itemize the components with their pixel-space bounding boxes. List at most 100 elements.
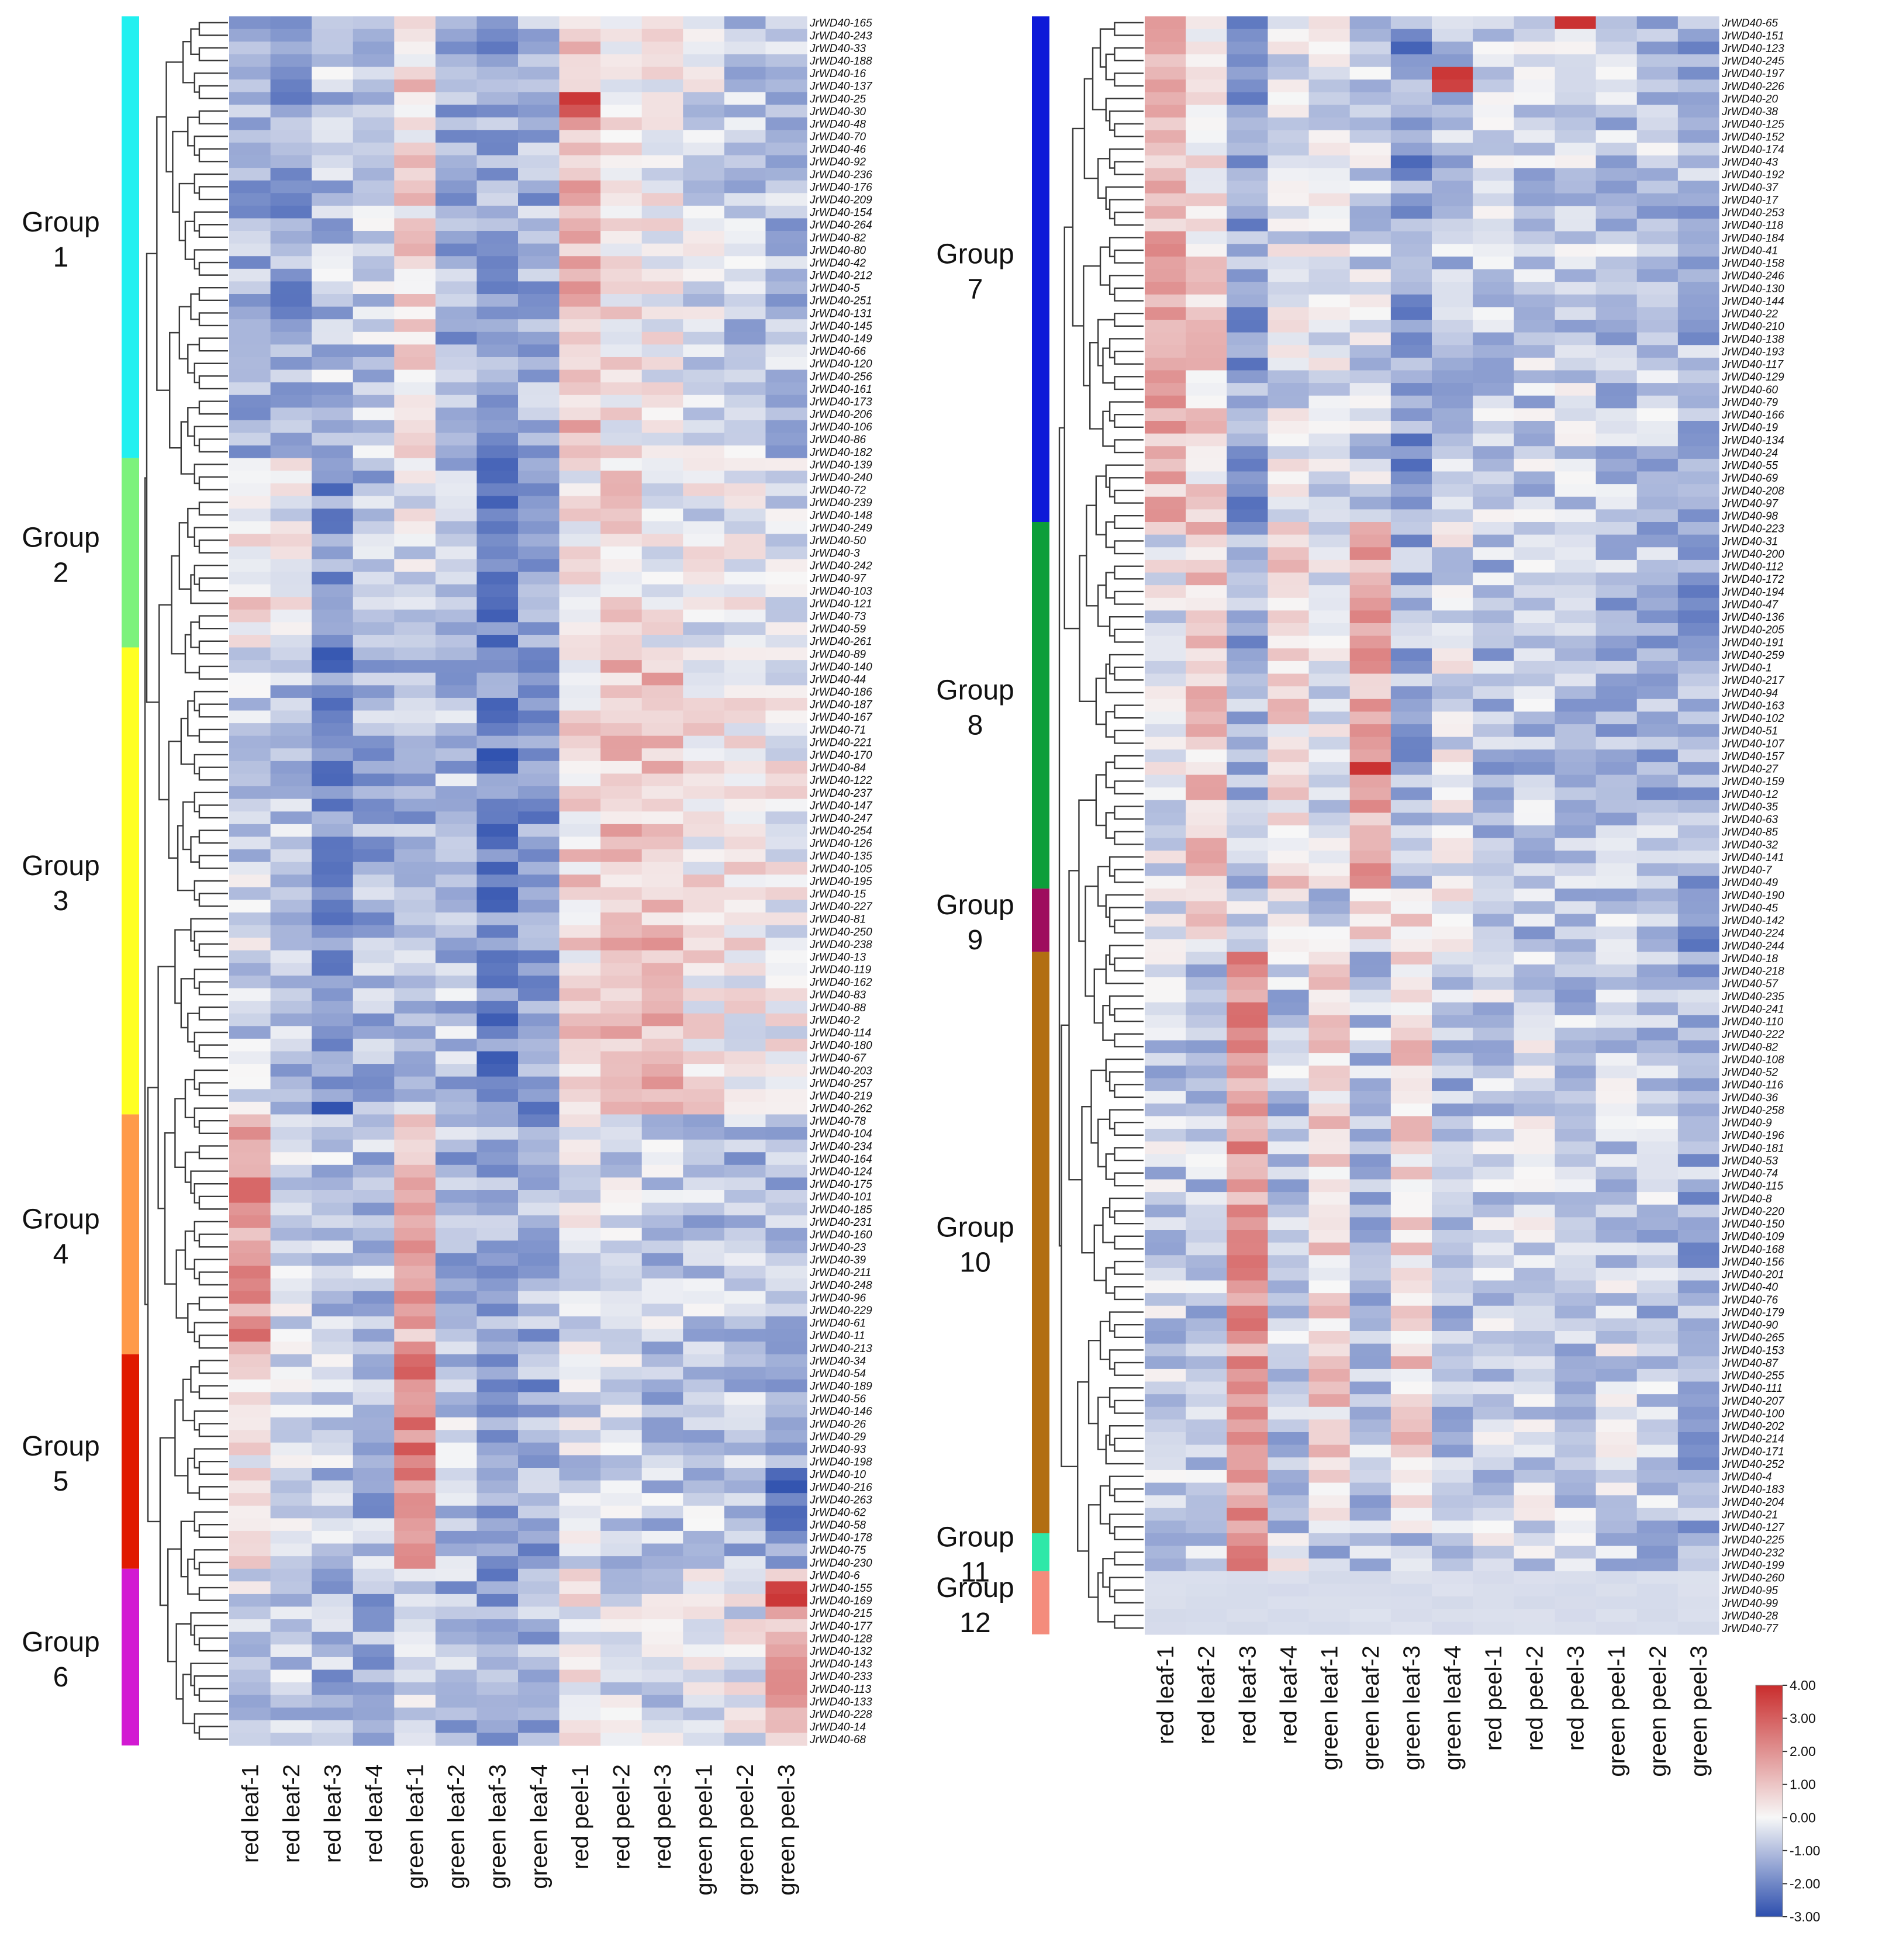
heatmap-cell <box>394 546 436 560</box>
heatmap-cell <box>559 798 601 812</box>
heatmap-cell <box>270 685 312 699</box>
heatmap-cell <box>683 231 725 244</box>
heatmap-cell <box>270 130 312 143</box>
heatmap-cell <box>559 748 601 762</box>
heatmap-cell <box>229 67 271 80</box>
heatmap-cell <box>394 584 436 597</box>
gene-label: JrWD40-115 <box>1721 1180 1784 1192</box>
heatmap-cell <box>724 1593 766 1608</box>
gene-label: JrWD40-213 <box>809 1343 872 1355</box>
heatmap-cell <box>1390 1015 1432 1028</box>
heatmap-cell <box>518 168 560 181</box>
heatmap-cell <box>312 155 354 168</box>
heatmap-cell <box>435 382 478 396</box>
heatmap-cell <box>476 1695 519 1708</box>
heatmap-cell <box>1186 1002 1227 1015</box>
heatmap-cell <box>1186 1293 1227 1306</box>
heatmap-cell <box>1636 1609 1679 1622</box>
heatmap-cell <box>435 1568 478 1582</box>
heatmap-cell <box>1186 219 1227 232</box>
heatmap-cell <box>641 1493 683 1506</box>
heatmap-cell <box>1349 1558 1391 1572</box>
heatmap-cell <box>724 193 766 206</box>
heatmap-cell <box>518 660 560 673</box>
heatmap-cell <box>476 92 519 105</box>
heatmap-cell <box>641 496 683 509</box>
heatmap-cell <box>1390 357 1432 371</box>
heatmap-cell <box>641 1606 683 1620</box>
heatmap-cell <box>1349 775 1391 788</box>
heatmap-cell <box>559 1266 601 1279</box>
heatmap-cell <box>1636 787 1679 801</box>
heatmap-cell <box>312 1505 354 1519</box>
heatmap-cell <box>1145 67 1186 80</box>
heatmap-cell <box>1186 1141 1227 1154</box>
heatmap-cell <box>1186 509 1227 523</box>
heatmap-cell <box>765 1076 807 1090</box>
heatmap-cell <box>1432 1154 1473 1167</box>
heatmap-cell <box>1308 851 1351 864</box>
heatmap-cell <box>559 874 601 888</box>
heatmap-cell <box>1268 597 1310 611</box>
heatmap-cell <box>1308 737 1351 750</box>
heatmap-cell <box>1308 383 1351 396</box>
heatmap-cell <box>353 647 395 661</box>
heatmap-cell <box>724 1467 766 1481</box>
heatmap-cell <box>312 900 354 913</box>
heatmap-cell <box>394 395 436 408</box>
heatmap-cell <box>435 1190 478 1204</box>
heatmap-cell <box>1349 990 1391 1003</box>
heatmap-cell <box>1390 206 1432 219</box>
heatmap-cell <box>270 1215 312 1229</box>
heatmap-cell <box>1555 914 1597 927</box>
heatmap-cell <box>435 1076 478 1090</box>
heatmap-cell <box>1186 1343 1227 1357</box>
heatmap-cell <box>1432 1584 1473 1597</box>
heatmap-cell <box>1514 282 1556 295</box>
heatmap-cell <box>1677 724 1719 738</box>
gene-label: JrWD40-170 <box>809 749 872 762</box>
heatmap-cell <box>1390 775 1432 788</box>
gene-label: JrWD40-75 <box>809 1544 866 1557</box>
heatmap-cell <box>1145 572 1186 586</box>
heatmap-cell <box>1390 421 1432 434</box>
heatmap-cell <box>1349 1432 1391 1446</box>
heatmap-cell <box>1514 1381 1556 1395</box>
heatmap-cell <box>1145 92 1186 105</box>
heatmap-cell <box>1514 168 1556 181</box>
heatmap-cell <box>229 1669 271 1683</box>
heatmap-cell <box>724 1733 766 1746</box>
heatmap-cell <box>1636 711 1679 725</box>
heatmap-cell <box>724 1455 766 1468</box>
group-color-bar <box>1032 889 1049 952</box>
heatmap-cell <box>1390 79 1432 93</box>
heatmap-cell <box>1390 294 1432 307</box>
heatmap-cell <box>600 142 643 156</box>
heatmap-cell <box>476 1114 519 1128</box>
heatmap-cell <box>312 1278 354 1292</box>
heatmap-cell <box>229 912 271 926</box>
heatmap-cell <box>641 1695 683 1708</box>
heatmap-cell <box>476 697 519 711</box>
heatmap-cell <box>724 1001 766 1014</box>
heatmap-cell <box>559 849 601 863</box>
heatmap-cell <box>1555 1255 1597 1268</box>
heatmap-cell <box>724 483 766 497</box>
heatmap-cell <box>1268 1356 1310 1370</box>
heatmap-cell <box>1473 79 1514 93</box>
heatmap-cell <box>1677 16 1719 30</box>
heatmap-cell <box>1677 1255 1719 1268</box>
heatmap-cell <box>1308 1002 1351 1015</box>
heatmap-cell <box>353 773 395 787</box>
heatmap-cell <box>1227 446 1269 459</box>
sample-label: green leaf-2 <box>1358 1646 1384 1770</box>
heatmap-cell <box>1514 927 1556 940</box>
heatmap-cell <box>765 180 807 193</box>
heatmap-cell <box>1308 1596 1351 1610</box>
heatmap-cell <box>1390 92 1432 105</box>
heatmap-cell <box>1636 813 1679 826</box>
heatmap-cell <box>1636 1267 1679 1281</box>
heatmap-cell <box>1677 673 1719 687</box>
heatmap-cell <box>683 67 725 80</box>
heatmap-cell <box>312 1316 354 1330</box>
